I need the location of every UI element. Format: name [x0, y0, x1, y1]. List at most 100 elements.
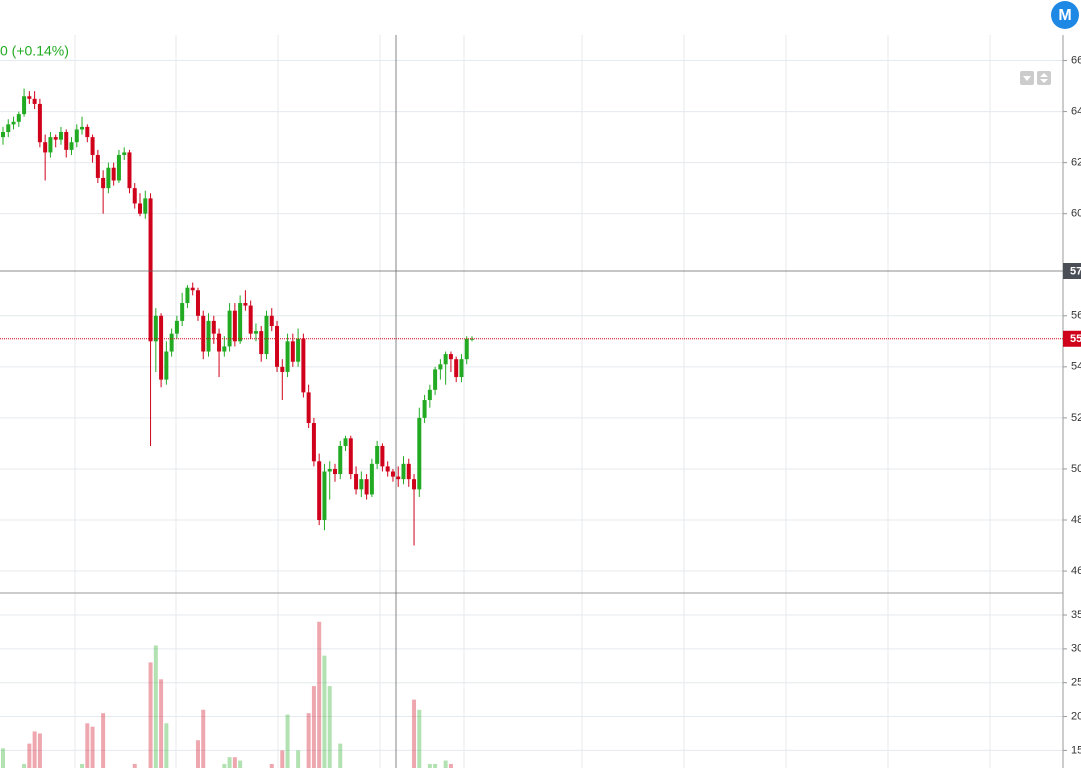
candle-body [217, 333, 222, 352]
volume-bar [85, 723, 90, 768]
volume-tick-label: 20 [1071, 710, 1081, 722]
candle-body [348, 438, 353, 475]
volume-bar [159, 679, 164, 768]
volume-tick-label: 30 [1071, 643, 1081, 655]
candle-body [454, 359, 459, 378]
candle-body [195, 290, 200, 316]
y-tick-label: 66 [1071, 54, 1081, 66]
candle-body [169, 333, 174, 352]
volume-bar [280, 750, 285, 768]
resize-button[interactable] [1037, 71, 1051, 85]
volume-bar [232, 757, 237, 768]
candle-body [369, 463, 374, 495]
candle-body [222, 346, 227, 352]
candle-body [201, 315, 206, 352]
volume-bar [285, 714, 290, 768]
candle-body [58, 131, 63, 140]
candle-body [317, 461, 322, 520]
candle-body [148, 198, 153, 342]
volume-bar [101, 713, 106, 768]
candle-body [354, 474, 359, 490]
candle-body [264, 315, 269, 355]
candle-body [243, 303, 248, 306]
candle-body [301, 338, 306, 393]
y-tick-label: 62 [1071, 157, 1081, 169]
candle-body [380, 445, 385, 467]
candle-body [332, 468, 337, 475]
candle-body [80, 126, 85, 130]
candle-body [180, 303, 185, 321]
volume-bar [327, 686, 332, 768]
candle-body [106, 167, 111, 189]
candle-body [417, 417, 422, 490]
resize-icon [1040, 73, 1048, 83]
candle-body [459, 359, 464, 378]
candle-body [1, 131, 5, 138]
candle-body [95, 154, 100, 178]
candle-body [401, 463, 406, 480]
candle-body [385, 466, 390, 472]
collapse-icon [1023, 76, 1031, 81]
candle-body [164, 351, 169, 380]
candle-body [290, 341, 295, 362]
volume-bar [164, 723, 169, 768]
candle-body [448, 354, 453, 360]
candle-body [396, 476, 401, 480]
crosshair-label-box [1063, 263, 1081, 279]
candle-body [306, 392, 311, 423]
candle-body [227, 310, 232, 347]
volume-bar [322, 655, 327, 768]
candle-body [64, 131, 69, 150]
price-pane [1, 88, 474, 546]
candle-body [74, 129, 79, 143]
candle-body [259, 331, 264, 355]
volume-bar [238, 760, 243, 768]
candle-body [6, 124, 11, 132]
y-tick-label: 52 [1071, 412, 1081, 424]
candle-body [90, 137, 95, 155]
candle-body [159, 315, 164, 380]
volume-bar [433, 763, 438, 768]
candle-body [69, 142, 74, 150]
candle-body [53, 137, 58, 140]
candle-body [122, 152, 127, 155]
candle-body [127, 152, 132, 189]
last-price: 55 [0, 330, 1081, 347]
candle-body [296, 338, 301, 362]
candle-body [206, 320, 211, 352]
candle-body [238, 303, 243, 342]
volume-tick-label: 35 [1071, 609, 1081, 621]
candle-body [138, 203, 143, 214]
candle-body [248, 305, 253, 334]
candle-body [269, 315, 274, 326]
candle-body [101, 177, 106, 189]
candle-body [22, 96, 27, 115]
candle-body [422, 400, 427, 418]
volume-bar [306, 713, 311, 768]
y-tick-label: 56 [1071, 310, 1081, 322]
volume-bar [222, 763, 227, 768]
volume-bar [153, 645, 158, 768]
crosshair-label: 57 [1070, 265, 1081, 277]
candle-body [48, 137, 53, 153]
candle-body [427, 389, 432, 401]
volume-bar [412, 699, 417, 768]
candle-body [359, 479, 364, 490]
candle-body [433, 369, 438, 390]
volume-bar [448, 763, 453, 768]
candle-body [85, 126, 90, 138]
last-price-label: 55 [1070, 333, 1081, 345]
candle-body [11, 121, 16, 125]
volume-bar [201, 709, 206, 768]
header-change: 0 (+0.14%) [0, 43, 69, 59]
volume-pane [1, 621, 453, 768]
logo[interactable] [1051, 1, 1079, 29]
logo-letter: M [1058, 7, 1071, 24]
candle-body [253, 331, 258, 334]
volume-bar [338, 743, 343, 768]
candle-body [190, 287, 195, 291]
volume-bar [296, 750, 301, 768]
volume-bar [311, 686, 316, 768]
